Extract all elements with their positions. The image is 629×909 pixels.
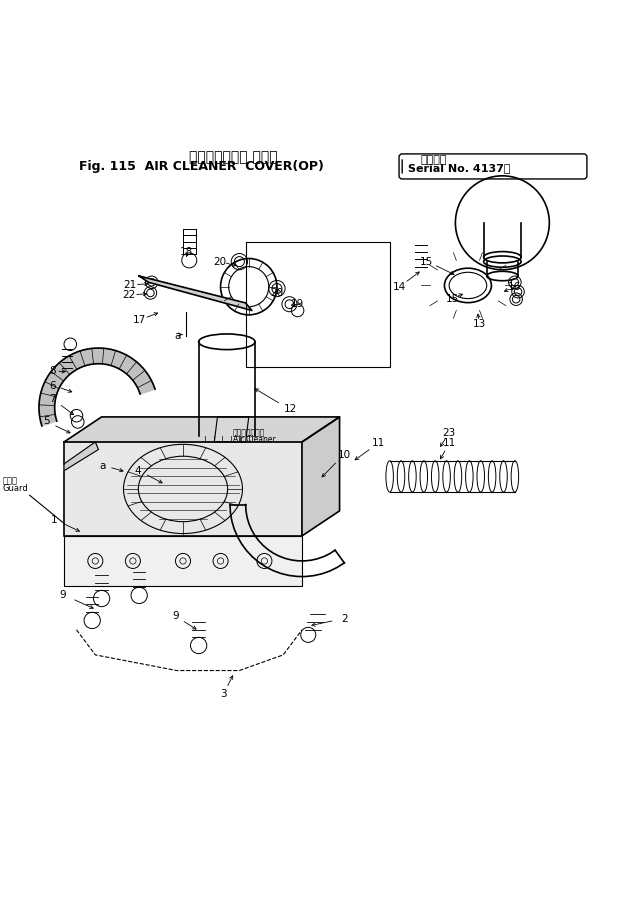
Text: 1: 1 — [52, 515, 58, 525]
Polygon shape — [302, 417, 340, 536]
Text: Guard: Guard — [3, 484, 28, 494]
Bar — [64, 536, 302, 586]
Polygon shape — [39, 348, 155, 426]
Text: 10: 10 — [338, 449, 351, 460]
Text: a: a — [99, 461, 106, 471]
Text: 21: 21 — [123, 280, 136, 290]
Text: Fig. 115  AIR CLEANER  COVER(OP): Fig. 115 AIR CLEANER COVER(OP) — [79, 160, 324, 173]
Text: 9: 9 — [60, 590, 66, 600]
Text: 17: 17 — [133, 315, 146, 325]
Polygon shape — [139, 276, 252, 311]
Text: 4: 4 — [135, 465, 142, 475]
Text: エアークリーナ: エアークリーナ — [233, 428, 265, 437]
Text: Serial No. 4137～: Serial No. 4137～ — [408, 163, 511, 173]
Text: 18: 18 — [179, 246, 192, 256]
Text: 8: 8 — [50, 366, 56, 376]
Text: 2: 2 — [342, 614, 348, 624]
Text: 14: 14 — [392, 282, 406, 292]
Text: Air Cleaner: Air Cleaner — [233, 435, 276, 445]
Text: 16: 16 — [508, 282, 521, 292]
Text: エアークリーナ カバー: エアークリーナ カバー — [189, 151, 277, 165]
Text: 適用号機: 適用号機 — [421, 155, 447, 165]
Polygon shape — [64, 442, 99, 471]
Bar — [64, 442, 302, 536]
Text: 11: 11 — [443, 438, 456, 448]
Text: 22: 22 — [122, 291, 135, 301]
Text: 23: 23 — [443, 427, 456, 437]
Text: 19: 19 — [291, 299, 304, 309]
Text: 13: 13 — [472, 319, 486, 329]
Text: 3: 3 — [220, 689, 227, 699]
Text: 7: 7 — [50, 395, 56, 405]
Text: ガード: ガード — [3, 477, 18, 485]
Text: 15: 15 — [445, 295, 459, 305]
Text: 20: 20 — [213, 256, 226, 266]
Text: 11: 11 — [372, 438, 385, 448]
Text: 9: 9 — [172, 611, 179, 621]
Text: 12: 12 — [284, 405, 298, 415]
Text: 5: 5 — [43, 416, 50, 426]
Text: a: a — [175, 331, 181, 341]
Text: 20: 20 — [270, 288, 284, 298]
Text: 6: 6 — [50, 381, 56, 391]
Polygon shape — [214, 417, 248, 442]
Polygon shape — [64, 417, 340, 442]
Text: 15: 15 — [420, 256, 433, 266]
